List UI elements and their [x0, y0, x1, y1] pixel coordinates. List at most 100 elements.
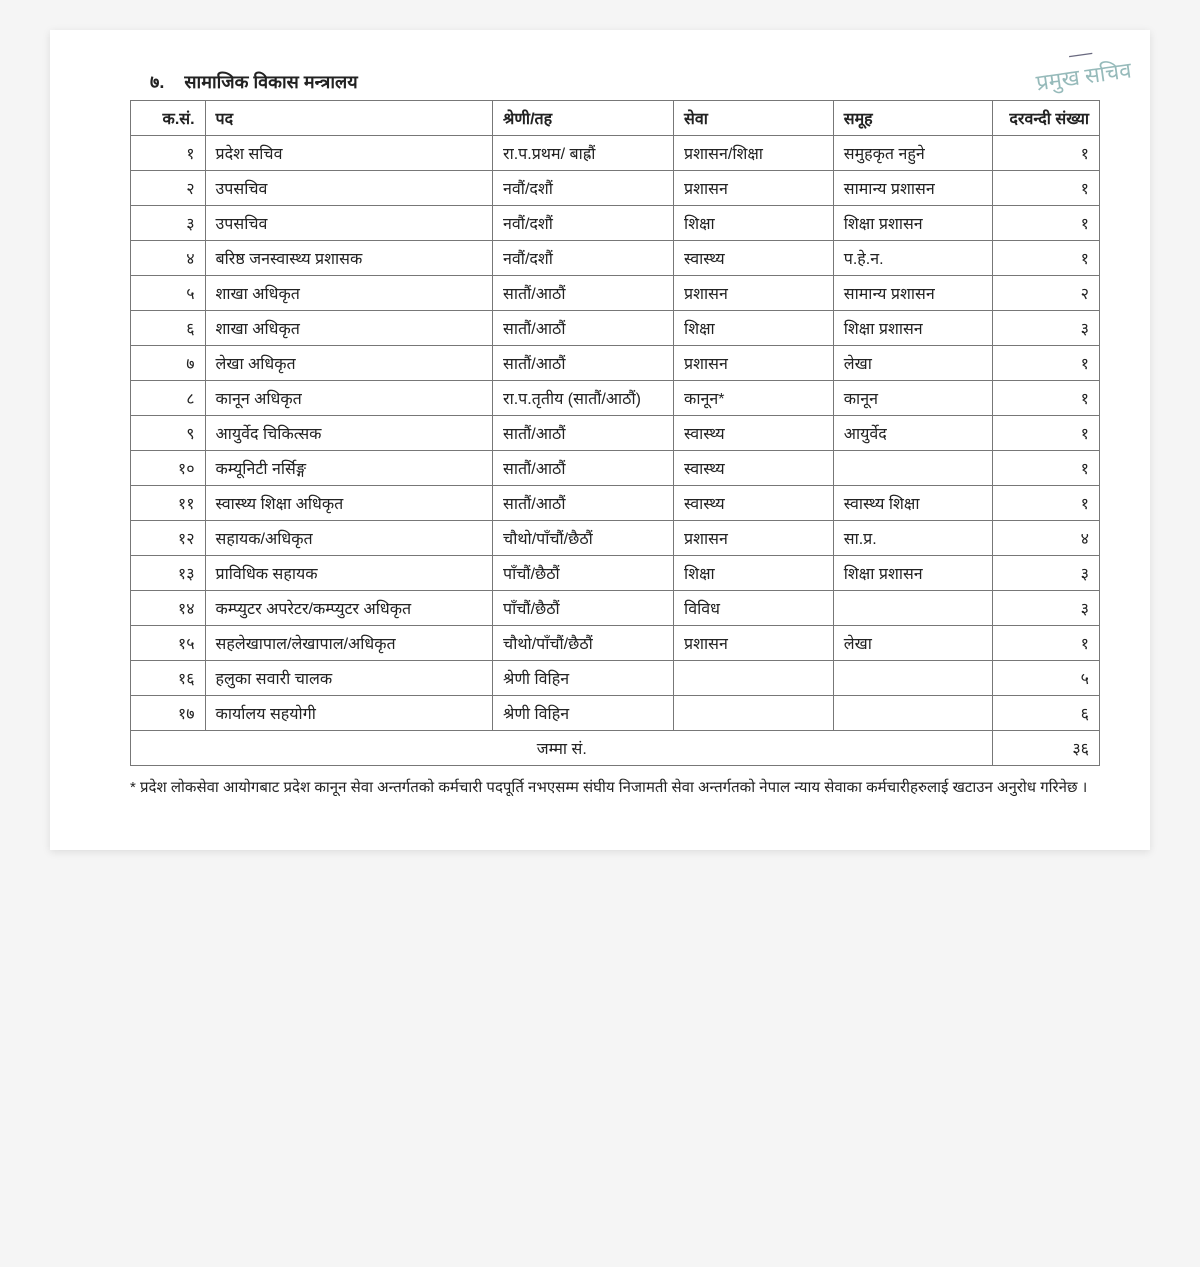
cell-level: श्रेणी विहिन	[493, 696, 674, 731]
cell-group: लेखा	[833, 346, 993, 381]
cell-position: शाखा अधिकृत	[205, 311, 493, 346]
cell-position: स्वास्थ्य शिक्षा अधिकृत	[205, 486, 493, 521]
cell-sn: १३	[131, 556, 206, 591]
cell-count: ३	[993, 591, 1100, 626]
cell-group: आयुर्वेद	[833, 416, 993, 451]
cell-position: उपसचिव	[205, 206, 493, 241]
cell-count: १	[993, 416, 1100, 451]
cell-sn: ५	[131, 276, 206, 311]
cell-position: उपसचिव	[205, 171, 493, 206]
cell-service: प्रशासन	[674, 626, 834, 661]
table-row: ५शाखा अधिकृतसातौं/आठौंप्रशासनसामान्य प्र…	[131, 276, 1100, 311]
cell-count: १	[993, 381, 1100, 416]
cell-group: सामान्य प्रशासन	[833, 171, 993, 206]
cell-position: कम्यूनिटी नर्सिङ्ग	[205, 451, 493, 486]
cell-group	[833, 451, 993, 486]
cell-count: २	[993, 276, 1100, 311]
cell-level: सातौं/आठौं	[493, 486, 674, 521]
table-row: १६हलुका सवारी चालकश्रेणी विहिन५	[131, 661, 1100, 696]
cell-position: प्रदेश सचिव	[205, 136, 493, 171]
total-row: जम्मा सं. ३६	[131, 731, 1100, 766]
table-row: १४कम्प्युटर अपरेटर/कम्प्युटर अधिकृतपाँचौ…	[131, 591, 1100, 626]
table-row: ३उपसचिवनवौं/दशौंशिक्षाशिक्षा प्रशासन१	[131, 206, 1100, 241]
cell-group	[833, 696, 993, 731]
cell-count: १	[993, 626, 1100, 661]
cell-count: १	[993, 171, 1100, 206]
cell-service: स्वास्थ्य	[674, 241, 834, 276]
table-row: ६शाखा अधिकृतसातौं/आठौंशिक्षाशिक्षा प्रशा…	[131, 311, 1100, 346]
document-page: — प्रमुख सचिव ७. सामाजिक विकास मन्त्रालय…	[50, 30, 1150, 850]
cell-position: प्राविधिक सहायक	[205, 556, 493, 591]
cell-count: ३	[993, 556, 1100, 591]
cell-position: शाखा अधिकृत	[205, 276, 493, 311]
section-number: ७.	[150, 72, 164, 92]
cell-position: बरिष्ठ जनस्वास्थ्य प्रशासक	[205, 241, 493, 276]
cell-level: रा.प.तृतीय (सातौं/आठौं)	[493, 381, 674, 416]
signature-stamp: — प्रमुख सचिव	[1031, 34, 1133, 95]
th-service: सेवा	[674, 101, 834, 136]
cell-count: ४	[993, 521, 1100, 556]
staffing-table: क.सं. पद श्रेणी/तह सेवा समूह दरवन्दी संख…	[130, 100, 1100, 766]
cell-sn: १	[131, 136, 206, 171]
cell-service: स्वास्थ्य	[674, 416, 834, 451]
cell-count: १	[993, 206, 1100, 241]
table-row: ९आयुर्वेद चिकित्सकसातौं/आठौंस्वास्थ्यआयु…	[131, 416, 1100, 451]
cell-sn: १०	[131, 451, 206, 486]
cell-service: शिक्षा	[674, 206, 834, 241]
cell-count: १	[993, 241, 1100, 276]
cell-level: सातौं/आठौं	[493, 311, 674, 346]
cell-service: विविध	[674, 591, 834, 626]
cell-sn: ११	[131, 486, 206, 521]
cell-level: रा.प.प्रथम/ बाह्रौं	[493, 136, 674, 171]
table-row: २उपसचिवनवौं/दशौंप्रशासनसामान्य प्रशासन१	[131, 171, 1100, 206]
table-row: १३प्राविधिक सहायकपाँचौं/छैठौंशिक्षाशिक्ष…	[131, 556, 1100, 591]
table-row: ८कानून अधिकृतरा.प.तृतीय (सातौं/आठौं)कानू…	[131, 381, 1100, 416]
cell-level: सातौं/आठौं	[493, 346, 674, 381]
cell-sn: ७	[131, 346, 206, 381]
cell-service	[674, 696, 834, 731]
cell-level: चौथो/पाँचौं/छैठौं	[493, 521, 674, 556]
header-row: क.सं. पद श्रेणी/तह सेवा समूह दरवन्दी संख…	[131, 101, 1100, 136]
total-label: जम्मा सं.	[131, 731, 993, 766]
th-level: श्रेणी/तह	[493, 101, 674, 136]
cell-service: कानून*	[674, 381, 834, 416]
th-count: दरवन्दी संख्या	[993, 101, 1100, 136]
cell-position: सहलेखापाल/लेखापाल/अधिकृत	[205, 626, 493, 661]
cell-service: प्रशासन/शिक्षा	[674, 136, 834, 171]
cell-position: कार्यालय सहयोगी	[205, 696, 493, 731]
cell-service: प्रशासन	[674, 346, 834, 381]
total-value: ३६	[993, 731, 1100, 766]
cell-sn: १४	[131, 591, 206, 626]
cell-count: ६	[993, 696, 1100, 731]
cell-service: प्रशासन	[674, 276, 834, 311]
cell-level: पाँचौं/छैठौं	[493, 591, 674, 626]
cell-count: १	[993, 136, 1100, 171]
cell-sn: ३	[131, 206, 206, 241]
cell-count: ५	[993, 661, 1100, 696]
footnote-text: * प्रदेश लोकसेवा आयोगबाट प्रदेश कानून से…	[130, 776, 1100, 800]
cell-position: लेखा अधिकृत	[205, 346, 493, 381]
cell-service: शिक्षा	[674, 556, 834, 591]
table-row: १०कम्यूनिटी नर्सिङ्गसातौं/आठौंस्वास्थ्य१	[131, 451, 1100, 486]
cell-position: सहायक/अधिकृत	[205, 521, 493, 556]
cell-service: स्वास्थ्य	[674, 451, 834, 486]
cell-service: प्रशासन	[674, 521, 834, 556]
cell-sn: ९	[131, 416, 206, 451]
cell-group: शिक्षा प्रशासन	[833, 206, 993, 241]
table-row: १५सहलेखापाल/लेखापाल/अधिकृतचौथो/पाँचौं/छै…	[131, 626, 1100, 661]
cell-group: समुहकृत नहुने	[833, 136, 993, 171]
cell-level: सातौं/आठौं	[493, 276, 674, 311]
cell-group: कानून	[833, 381, 993, 416]
cell-service: स्वास्थ्य	[674, 486, 834, 521]
cell-group	[833, 661, 993, 696]
section-title: ७. सामाजिक विकास मन्त्रालय	[130, 70, 1100, 94]
cell-sn: २	[131, 171, 206, 206]
cell-level: नवौं/दशौं	[493, 241, 674, 276]
cell-level: सातौं/आठौं	[493, 416, 674, 451]
table-row: १७कार्यालय सहयोगीश्रेणी विहिन६	[131, 696, 1100, 731]
cell-group: शिक्षा प्रशासन	[833, 556, 993, 591]
th-group: समूह	[833, 101, 993, 136]
cell-sn: १६	[131, 661, 206, 696]
cell-level: चौथो/पाँचौं/छैठौं	[493, 626, 674, 661]
cell-service: प्रशासन	[674, 171, 834, 206]
